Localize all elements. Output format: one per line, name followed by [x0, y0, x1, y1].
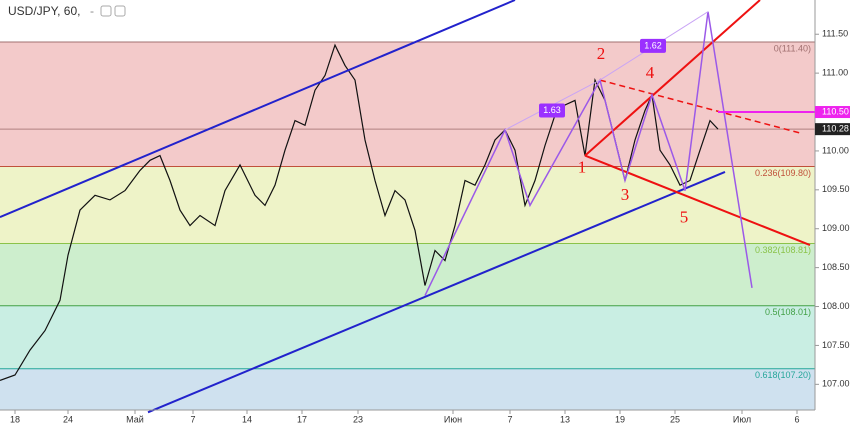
x-tick-label: Май [126, 414, 144, 424]
wave-label: 2 [597, 44, 606, 63]
y-tick-label: 107.00 [822, 379, 850, 389]
trend-line [0, 0, 516, 219]
wave-label: 3 [621, 185, 630, 204]
y-tick-label: 107.50 [822, 340, 850, 350]
settings-icon[interactable] [100, 5, 112, 17]
price-tag [815, 123, 850, 136]
y-tick-label: 109.50 [822, 184, 850, 194]
y-tick-label: 108.50 [822, 262, 850, 272]
fib-level-label: 0.382(108.81) [755, 245, 811, 255]
wave-label: 1 [578, 158, 587, 177]
y-tick-label: 111.50 [822, 29, 848, 39]
x-tick-label: 18 [10, 414, 20, 424]
fib-band [0, 305, 815, 369]
y-tick-label: 109.00 [822, 223, 850, 233]
fib-band [0, 42, 815, 167]
y-tick-label: 108.00 [822, 301, 850, 311]
interval-dash[interactable]: - [90, 4, 94, 18]
wave-label: 4 [646, 63, 655, 82]
price-tag-label: 110.50 [822, 106, 849, 116]
x-tick-label: Июн [444, 414, 462, 424]
price-tag-label: 110.28 [822, 124, 849, 134]
x-tick-label: 14 [242, 414, 252, 424]
trend-line [147, 170, 726, 414]
x-tick-label: 23 [353, 414, 363, 424]
price-tag [815, 106, 850, 119]
ratio-label: 1.62 [644, 40, 662, 50]
x-tick-label: 19 [615, 414, 625, 424]
fib-band [0, 368, 815, 410]
fib-level-label: 0.618(107.20) [755, 370, 811, 380]
x-tick-label: 7 [190, 414, 195, 424]
wave-label: 5 [680, 208, 689, 227]
x-tick-label: 7 [507, 414, 512, 424]
plot-area: 0(111.40) 0.236(109.80) 0.382(108.81) 0.5(1… [0, 0, 815, 414]
fib-band [0, 243, 815, 306]
y-tick-label: 111.00 [822, 68, 848, 78]
ratio-label: 1.63 [543, 105, 561, 115]
ratio-badge [539, 103, 565, 118]
ratio-badge [640, 38, 666, 53]
x-tick-label: 13 [560, 414, 570, 424]
x-tick-label: 24 [63, 414, 73, 424]
x-tick-label: 25 [670, 414, 680, 424]
fib-level-label: 0.236(109.80) [755, 168, 811, 178]
x-tick-label: Июл [733, 414, 751, 424]
y-tick-label: 110.00 [822, 145, 849, 155]
x-tick-label: 6 [794, 414, 799, 424]
trend-line [599, 79, 801, 134]
fib-level-label: 0.5(108.01) [765, 307, 811, 317]
fib-level-label: 0(111.40) [774, 43, 811, 53]
fib-band [0, 166, 815, 244]
trend-line [424, 11, 753, 296]
close-icon[interactable] [114, 5, 126, 17]
trend-line [584, 0, 761, 157]
x-tick-label: 17 [297, 414, 307, 424]
symbol-title: USD/JPY, 60, [8, 4, 80, 18]
